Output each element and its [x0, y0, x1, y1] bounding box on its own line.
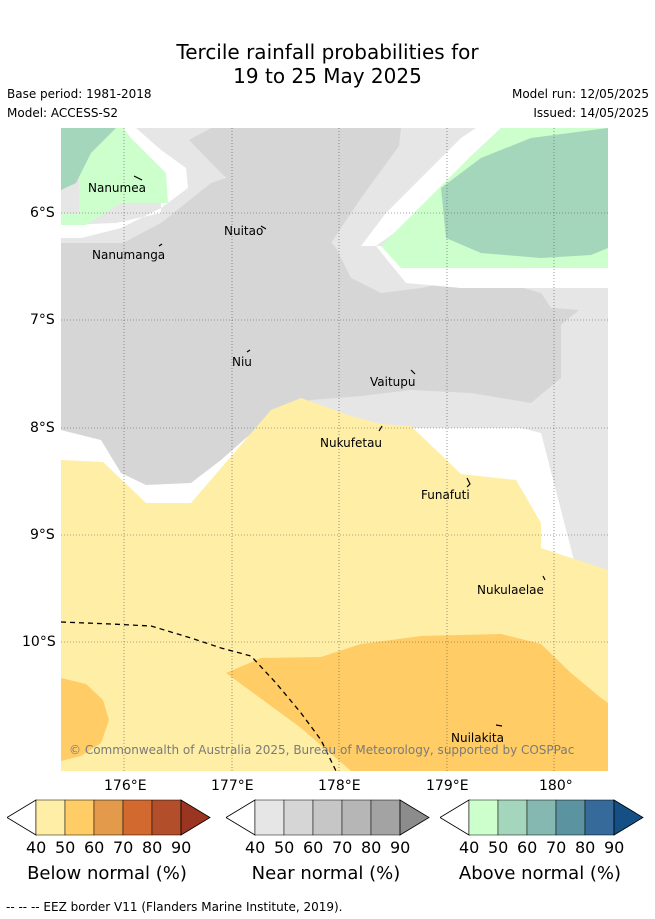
place-label-nuitao: Nuitao: [224, 224, 264, 238]
colorbar-0: [7, 799, 211, 836]
below-normal-south-50: [226, 634, 608, 771]
colorbar-tick-label: 50: [274, 838, 295, 857]
colorbar-swatch: [122, 799, 153, 836]
place-label-vaitupu: Vaitupu: [370, 375, 416, 389]
lat-label: 7°S: [30, 312, 55, 328]
place-label-funafuti: Funafuti: [421, 488, 470, 502]
island-mark: [158, 243, 163, 247]
island-marks: [133, 175, 546, 727]
colorbar-label: Near normal (%): [251, 863, 401, 884]
colorbar-tick-label: 70: [113, 838, 134, 857]
colorbar-label: Below normal (%): [27, 863, 187, 884]
colorbar-2: [440, 799, 644, 836]
copyright-notice: © Commonwealth of Australia 2025, Bureau…: [69, 743, 575, 757]
lon-label: 179°E: [426, 778, 469, 794]
colorbar-extend-low: [440, 799, 470, 836]
near-normal-mid-north: [189, 128, 401, 261]
island-mark: [495, 724, 503, 727]
colorbar-tick-label: 80: [142, 838, 163, 857]
colorbar-tick-label: 70: [546, 838, 567, 857]
island-mark: [542, 575, 546, 581]
colorbar-extend-high: [180, 799, 211, 836]
colorbar-swatch: [35, 799, 66, 836]
place-label-nanumanga: Nanumanga: [92, 248, 166, 262]
colorbar-tick-label: 60: [303, 838, 324, 857]
lon-label: 178°E: [318, 778, 361, 794]
lat-label: 8°S: [30, 420, 55, 436]
colorbar-tick-label: 90: [604, 838, 625, 857]
place-label-niu: Niu: [232, 355, 252, 369]
colorbar-extend-high: [613, 799, 644, 836]
colorbar-swatch: [93, 799, 124, 836]
colorbar-tick-label: 60: [517, 838, 538, 857]
island-mark: [466, 477, 471, 488]
colorbar-1: [226, 799, 430, 836]
lon-label: 176°E: [104, 778, 147, 794]
colorbar-tick-label: 90: [390, 838, 411, 857]
lat-label: 6°S: [30, 205, 55, 221]
map-svg: [61, 128, 608, 771]
lon-label: 180°: [539, 778, 573, 794]
colorbar-swatch: [254, 799, 285, 836]
island-mark: [133, 175, 143, 181]
lat-label: 9°S: [30, 527, 55, 543]
lat-label: 10°S: [22, 634, 56, 650]
place-label-nanumea: Nanumea: [88, 181, 146, 195]
white-gap-northwest: [61, 128, 188, 238]
eez-footnote: -- -- -- EEZ border V11 (Flanders Marine…: [6, 900, 343, 914]
colorbar-tick-label: 50: [488, 838, 509, 857]
graticule: [61, 128, 608, 771]
colorbar-tick-label: 90: [171, 838, 192, 857]
island-mark: [260, 225, 267, 230]
island-mark: [378, 425, 383, 432]
colorbar-tick-label: 40: [245, 838, 266, 857]
colorbar-tick-label: 60: [84, 838, 105, 857]
title-line-2: 19 to 25 May 2025: [233, 64, 422, 88]
colorbar-swatch: [151, 799, 182, 836]
near-normal-east-patch: [476, 305, 579, 344]
above-normal-northeast-50: [441, 128, 608, 258]
white-gap-northeast: [361, 128, 608, 288]
colorbar-swatch: [64, 799, 95, 836]
colorbar-swatch: [370, 799, 401, 836]
colorbar-swatch: [468, 799, 499, 836]
colorbar-extend-high: [399, 799, 430, 836]
colorbar-extend-low: [226, 799, 256, 836]
colorbar-swatch: [283, 799, 314, 836]
title-line-1: Tercile rainfall probabilities for: [176, 40, 479, 64]
colorbar-swatch: [584, 799, 615, 836]
below-normal-southwest-50: [61, 678, 109, 761]
place-label-nukulaelae: Nukulaelae: [477, 583, 544, 597]
colorbar-tick-label: 80: [361, 838, 382, 857]
colorbar-tick-label: 80: [575, 838, 596, 857]
base-period: Base period: 1981-2018: [7, 87, 152, 101]
place-label-nuilakita: Nuilakita: [451, 731, 504, 745]
colorbar-tick-label: 40: [459, 838, 480, 857]
colorbar-tick-label: 70: [332, 838, 353, 857]
model-name: Model: ACCESS-S2: [7, 106, 119, 120]
island-mark: [410, 369, 416, 375]
place-label-nukufetau: Nukufetau: [320, 436, 383, 450]
model-run: Model run: 12/05/2025: [511, 87, 649, 101]
colorbar-swatch: [341, 799, 372, 836]
colorbar-label: Above normal (%): [458, 863, 622, 884]
colorbar-swatch: [555, 799, 586, 836]
colorbar-swatch: [312, 799, 343, 836]
colorbar-swatch: [526, 799, 557, 836]
near-normal-central: [61, 173, 561, 485]
colorbar-swatch: [497, 799, 528, 836]
map-title: Tercile rainfall probabilities for 19 to…: [0, 40, 655, 88]
colorbar-tick-label: 50: [55, 838, 76, 857]
colorbar-extend-low: [7, 799, 37, 836]
lon-label: 177°E: [211, 778, 254, 794]
above-normal-northwest-50: [61, 128, 116, 190]
map-panel: Nanumea Nuitao Nanumanga Niu Vaitupu Nuk…: [61, 128, 608, 771]
island-mark: [246, 349, 251, 353]
issued-date: Issued: 14/05/2025: [533, 106, 649, 120]
colorbar-tick-label: 40: [26, 838, 47, 857]
